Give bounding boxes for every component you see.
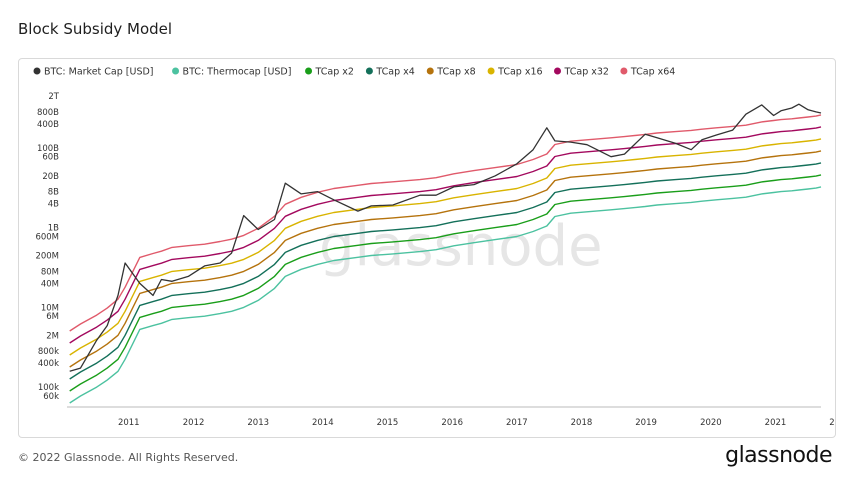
series-line-5 [69, 138, 822, 356]
x-tick-label: 2022 [829, 418, 835, 428]
legend-swatch [620, 67, 628, 75]
legend-label: BTC: Thermocap [USD] [183, 67, 292, 78]
plot-area [69, 103, 822, 404]
y-tick-label: 80M [41, 267, 59, 277]
legend-label: TCap x8 [436, 67, 475, 78]
y-tick-label: 400B [37, 120, 59, 130]
y-tick-label: 600M [35, 232, 59, 242]
legend-item: BTC: Thermocap [USD] [172, 67, 291, 78]
y-tick-label: 4B [48, 200, 59, 210]
legend-swatch [305, 67, 313, 75]
y-tick-label: 40M [41, 279, 59, 289]
y-tick-label: 400k [38, 359, 59, 369]
series-line-3 [69, 162, 822, 380]
series-line-4 [69, 150, 822, 368]
legend-item: TCap x64 [620, 67, 675, 78]
y-tick-label: 100k [38, 383, 59, 393]
x-tick-label: 2019 [635, 418, 657, 428]
legend-swatch [426, 67, 434, 75]
x-tick-label: 2013 [247, 418, 269, 428]
legend-swatch [554, 67, 561, 75]
legend-label: TCap x64 [630, 67, 675, 78]
legend-item: TCap x2 [305, 67, 354, 78]
x-tick-label: 2012 [183, 418, 205, 428]
legend-item: TCap x4 [365, 67, 415, 78]
y-tick-label: 2T [48, 92, 59, 102]
series-line-2 [69, 174, 822, 392]
watermark: glassnode [319, 214, 603, 279]
legend-swatch [172, 67, 180, 75]
x-tick-label: 2020 [700, 418, 722, 428]
x-axis: 2011 2012 2013 2014 2015 2016 2017 2018 2019 2020… [67, 406, 835, 428]
x-tick-label: 2016 [441, 418, 463, 428]
legend-label: TCap x2 [315, 67, 354, 78]
y-tick-label: 60k [43, 392, 59, 402]
y-tick-label: 800B [37, 108, 59, 118]
y-tick-label: 200M [35, 252, 59, 262]
block-subsidy-chart: glassnode BTC: Market Cap [USD] BTC: Ther… [33, 67, 835, 428]
y-tick-label: 100B [37, 144, 59, 154]
x-tick-label: 2021 [765, 418, 787, 428]
legend-swatch [33, 67, 41, 75]
legend-item: TCap x16 [487, 67, 543, 78]
series-line-1 [69, 186, 822, 404]
x-tick-label: 2017 [506, 418, 528, 428]
y-tick-label: 1B [48, 224, 59, 234]
y-tick-label: 10M [41, 303, 59, 313]
y-tick-label: 20B [42, 172, 59, 182]
legend-label: TCap x16 [497, 67, 542, 78]
legend-item: BTC: Market Cap [USD] [33, 67, 154, 78]
x-tick-label: 2018 [571, 418, 593, 428]
chart-legend: BTC: Market Cap [USD] BTC: Thermocap [USD… [33, 67, 675, 78]
legend-label: TCap x4 [375, 67, 414, 78]
legend-label: TCap x32 [564, 67, 609, 78]
legend-label: BTC: Market Cap [USD] [44, 67, 154, 78]
x-tick-label: 2014 [312, 418, 334, 428]
series-line-7 [69, 114, 822, 332]
page-title: Block Subsidy Model [18, 20, 173, 38]
y-tick-label: 6M [46, 312, 59, 322]
footer-copyright: © 2022 Glassnode. All Rights Reserved. [18, 451, 239, 464]
x-tick-label: 2011 [118, 418, 140, 428]
y-tick-label: 60B [42, 153, 59, 163]
legend-swatch [487, 67, 495, 75]
y-tick-label: 2M [46, 331, 59, 341]
series-line-0 [69, 103, 822, 372]
chart-panel: glassnode BTC: Market Cap [USD] BTC: Ther… [18, 58, 836, 438]
footer-logo: glassnode [725, 443, 832, 468]
x-tick-label: 2015 [377, 418, 399, 428]
legend-item: TCap x32 [554, 67, 609, 78]
legend-item: TCap x8 [426, 67, 476, 78]
y-tick-label: 800k [38, 347, 59, 357]
series-line-6 [69, 126, 822, 344]
legend-swatch [365, 67, 373, 75]
y-tick-label: 8B [48, 188, 59, 198]
